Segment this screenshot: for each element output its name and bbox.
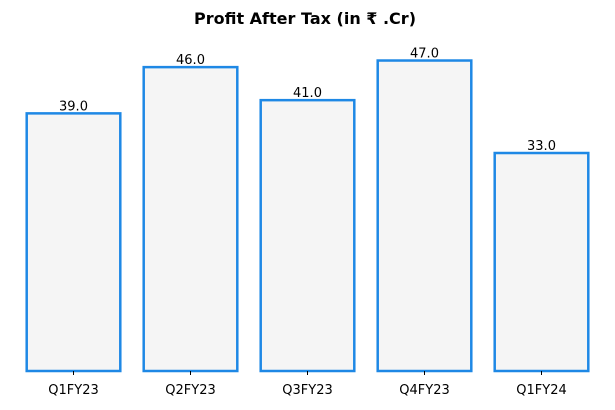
value-label-q2fy23: 46.0	[176, 53, 205, 68]
bar-q2fy23	[142, 65, 239, 373]
value-labels-group: 39.0 46.0 41.0 47.0 33.0	[59, 47, 556, 154]
x-ticks-group: Q1FY23 Q2FY23 Q3FY23 Q4FY23 Q1FY24	[48, 371, 567, 398]
value-label-q3fy23: 41.0	[293, 86, 322, 101]
chart-title: Profit After Tax (in ₹ .Cr)	[194, 9, 416, 28]
value-label-q4fy23: 47.0	[410, 47, 439, 62]
x-tick-label-q1fy23: Q1FY23	[48, 383, 98, 398]
x-tick-label-q3fy23: Q3FY23	[282, 383, 332, 398]
x-tick-label-q1fy24: Q1FY24	[516, 383, 566, 398]
bars-group	[25, 59, 590, 373]
bar-q1fy24	[493, 151, 590, 373]
bar-q1fy23	[25, 112, 122, 373]
bar-q4fy23	[376, 59, 473, 373]
bar-q3fy23	[259, 98, 356, 373]
x-tick-label-q4fy23: Q4FY23	[399, 383, 449, 398]
x-tick-label-q2fy23: Q2FY23	[165, 383, 215, 398]
value-label-q1fy23: 39.0	[59, 99, 88, 114]
value-label-q1fy24: 33.0	[527, 139, 556, 154]
